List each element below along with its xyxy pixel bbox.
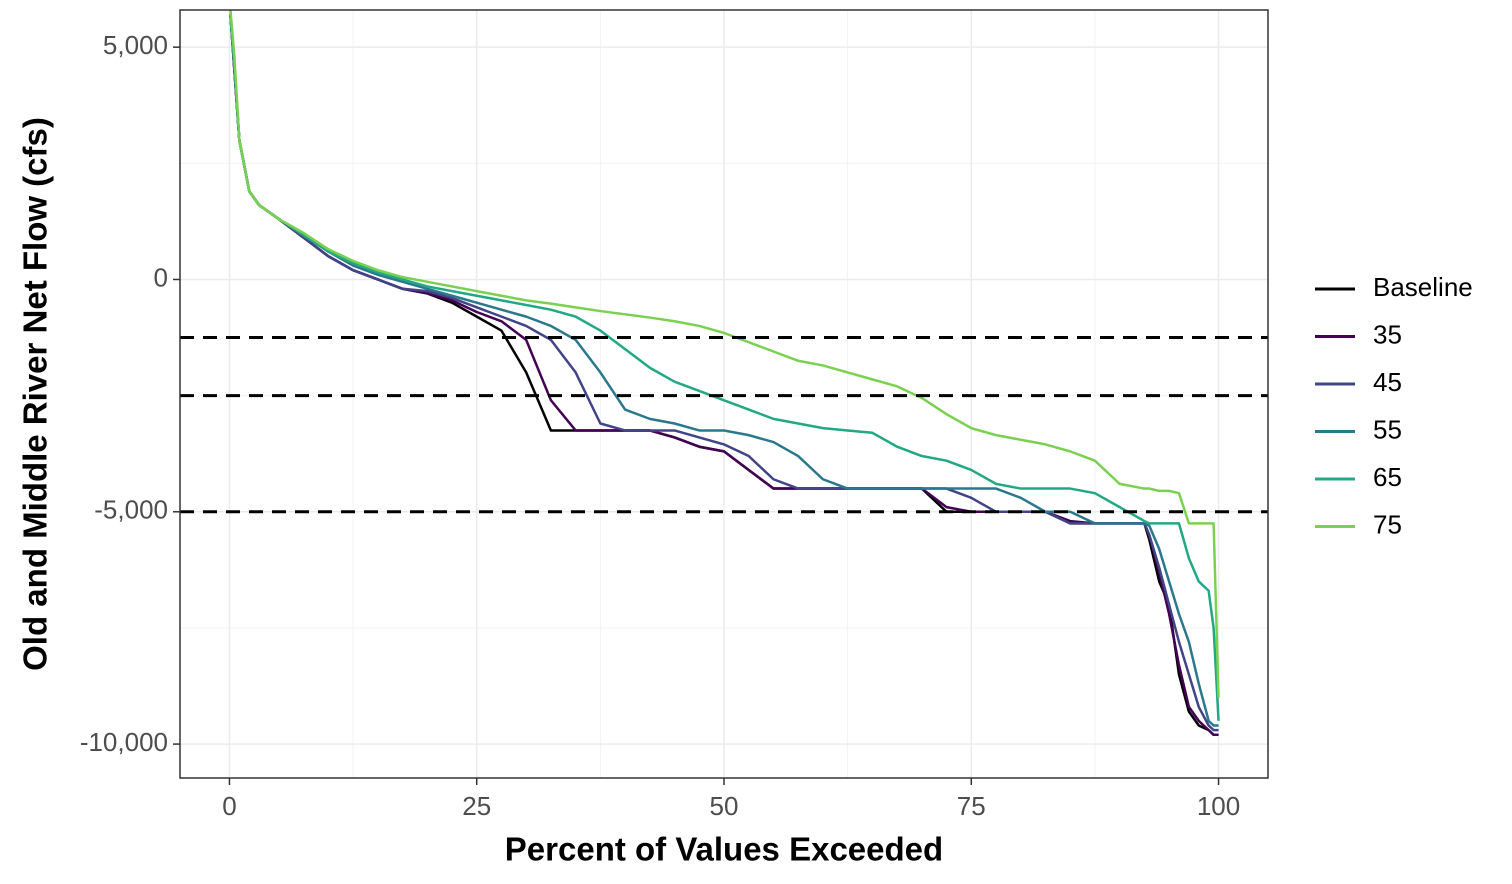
legend-label: 55 — [1373, 414, 1402, 444]
legend: Baseline 35 45 55 65 75 — [1315, 272, 1473, 539]
legend-label: 45 — [1373, 367, 1402, 397]
series-line — [229, 10, 1220, 698]
series-line — [229, 14, 1219, 727]
x-tick-label: 50 — [710, 791, 739, 821]
legend-label: 75 — [1373, 509, 1402, 539]
legend-label: Baseline — [1373, 272, 1473, 302]
grid — [180, 10, 1268, 778]
axes: 0 25 50 75 100 5,000 0 -5,000 -10,000 — [80, 30, 1240, 821]
series-line — [229, 14, 1219, 732]
y-tick-label: -10,000 — [80, 727, 168, 757]
x-axis-title: Percent of Values Exceeded — [505, 831, 943, 868]
x-tick-label: 0 — [222, 791, 236, 821]
y-tick-label: 5,000 — [103, 30, 168, 60]
x-tick-label: 100 — [1197, 791, 1240, 821]
x-tick-label: 75 — [957, 791, 986, 821]
series-line — [229, 14, 1220, 721]
x-tick-label: 25 — [462, 791, 491, 821]
legend-label: 65 — [1373, 462, 1402, 492]
plot-area — [180, 10, 1268, 737]
y-tick-label: 0 — [154, 262, 168, 292]
y-axis-title: Old and Middle River Net Flow (cfs) — [17, 117, 54, 671]
y-tick-label: -5,000 — [94, 495, 168, 525]
legend-label: 35 — [1373, 319, 1402, 349]
